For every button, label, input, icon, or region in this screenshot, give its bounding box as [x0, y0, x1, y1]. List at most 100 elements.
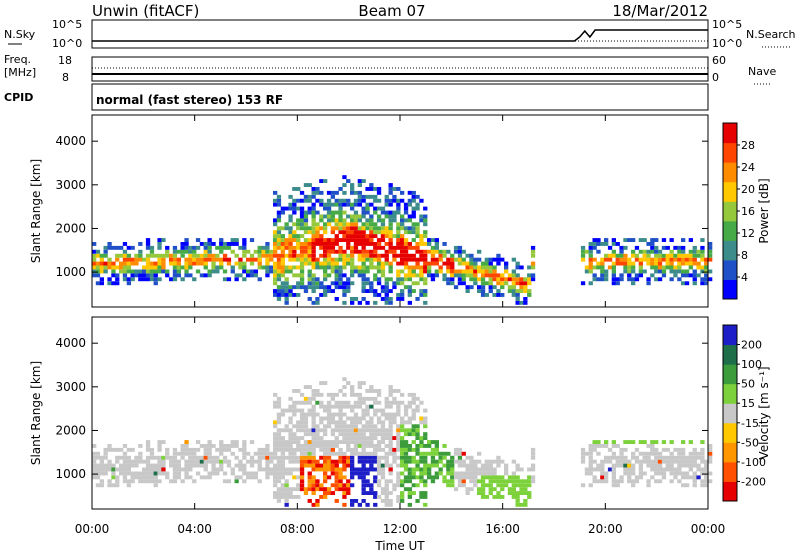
- velocity-cell: [596, 451, 601, 456]
- power-cell: [126, 281, 131, 286]
- velocity-cell: [427, 444, 432, 448]
- power-cell: [457, 257, 463, 262]
- velocity-cell: [400, 471, 405, 476]
- power-cell: [323, 214, 328, 219]
- velocity-cell: [442, 475, 447, 480]
- power-cell: [688, 238, 693, 242]
- power-cell: [388, 265, 393, 270]
- power-cell: [323, 257, 328, 262]
- velocity-cell: [373, 408, 378, 413]
- velocity-cell: [346, 416, 351, 421]
- velocity-cell: [665, 467, 670, 472]
- velocity-cell: [323, 444, 328, 448]
- velocity-cell: [596, 467, 601, 472]
- velocity-cell: [323, 451, 328, 456]
- velocity-cell: [681, 447, 686, 452]
- velocity-cell: [423, 416, 428, 421]
- velocity-cell: [92, 444, 97, 448]
- power-cell: [623, 261, 628, 266]
- velocity-cell: [669, 467, 674, 472]
- power-cell: [357, 214, 362, 219]
- velocity-cell: [692, 447, 697, 452]
- colorbar-segment: [723, 344, 737, 365]
- power-cell: [419, 238, 424, 242]
- power-cell: [303, 198, 309, 203]
- velocity-cell: [342, 432, 347, 437]
- power-cell: [288, 249, 293, 254]
- velocity-cell: [688, 455, 693, 460]
- velocity-cell: [376, 483, 382, 488]
- power-cell: [650, 273, 655, 278]
- power-cell: [145, 238, 151, 242]
- velocity-cell: [315, 463, 320, 468]
- power-cell: [280, 234, 285, 238]
- power-cell: [423, 230, 428, 235]
- ytick-label: 1000: [55, 467, 86, 481]
- power-cell: [580, 249, 586, 254]
- power-cell: [400, 253, 405, 258]
- power-cell: [700, 277, 705, 282]
- colorbar-segment: [723, 442, 737, 463]
- power-cell: [219, 261, 224, 266]
- velocity-cell: [527, 483, 532, 488]
- velocity-cell: [600, 475, 605, 480]
- colorbar-tick-label: 8: [741, 249, 748, 262]
- velocity-cell: [180, 444, 185, 448]
- velocity-cell: [265, 471, 270, 476]
- velocity-cell: [119, 471, 124, 476]
- power-cell: [138, 249, 143, 254]
- power-cell: [315, 281, 320, 286]
- velocity-cell: [392, 416, 397, 421]
- velocity-cell: [427, 451, 432, 456]
- power-cell: [138, 273, 143, 278]
- velocity-cell: [492, 467, 497, 472]
- velocity-cell: [473, 479, 478, 484]
- velocity-cell: [457, 463, 463, 468]
- velocity-cell: [276, 475, 282, 480]
- power-cell: [157, 265, 162, 270]
- velocity-cell: [388, 392, 393, 397]
- power-cell: [450, 253, 455, 258]
- velocity-cell: [450, 463, 455, 468]
- velocity-cell: [276, 396, 282, 401]
- power-cell: [346, 179, 351, 183]
- power-cell: [480, 281, 486, 286]
- velocity-cell: [161, 440, 166, 444]
- power-cell: [384, 261, 389, 266]
- velocity-cell: [342, 428, 347, 433]
- power-cell: [353, 218, 359, 223]
- power-cell: [330, 289, 335, 293]
- velocity-cell: [708, 447, 713, 452]
- power-cell: [111, 269, 116, 274]
- velocity-cell: [446, 471, 451, 476]
- power-cell: [388, 261, 393, 266]
- power-cell: [369, 226, 374, 231]
- velocity-cell: [219, 447, 224, 452]
- velocity-cell: [134, 471, 139, 476]
- velocity-cell: [269, 471, 274, 476]
- power-cell: [415, 242, 420, 246]
- velocity-cell: [326, 420, 332, 425]
- power-cell: [292, 238, 297, 242]
- power-cell: [326, 289, 332, 293]
- power-cell: [403, 261, 409, 266]
- power-cell: [315, 190, 320, 195]
- power-cell: [357, 269, 362, 274]
- velocity-cell: [350, 424, 355, 429]
- velocity-cell: [442, 463, 447, 468]
- velocity-cell: [307, 408, 312, 413]
- power-cell: [376, 261, 382, 266]
- power-cell: [373, 300, 378, 305]
- power-cell: [215, 257, 220, 262]
- velocity-cell: [642, 455, 647, 460]
- velocity-cell: [530, 467, 536, 472]
- velocity-cell: [350, 471, 355, 476]
- velocity-cell: [130, 471, 135, 476]
- power-cell: [342, 222, 347, 227]
- velocity-cell: [319, 444, 324, 448]
- velocity-cell: [303, 451, 309, 456]
- power-cell: [661, 238, 667, 242]
- velocity-cell: [365, 412, 370, 417]
- velocity-cell: [411, 396, 416, 401]
- velocity-cell: [180, 451, 185, 456]
